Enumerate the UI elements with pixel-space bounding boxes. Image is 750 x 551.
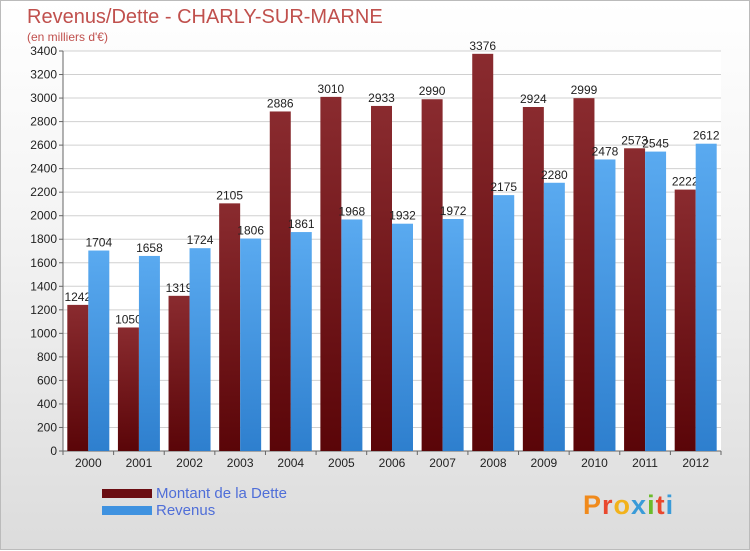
x-tick-label: 2010 (581, 456, 608, 470)
data-label-dette: 2924 (520, 92, 547, 106)
data-label-revenus: 2478 (592, 144, 619, 158)
data-label-revenus: 2175 (490, 180, 517, 194)
bar-revenus (442, 219, 464, 451)
logo-letter: P (583, 490, 603, 520)
bar-dette (472, 53, 494, 452)
legend-swatch-revenus (102, 506, 152, 515)
bar-dette (371, 105, 392, 452)
x-tick-label: 2002 (176, 456, 203, 470)
data-label-dette: 2573 (621, 133, 648, 147)
bar-revenus (543, 182, 565, 451)
y-tick-label: 3000 (30, 91, 57, 105)
data-label-dette: 2933 (368, 91, 395, 105)
bar-dette (219, 203, 241, 451)
y-tick-label: 1600 (30, 256, 57, 270)
data-label-revenus: 1932 (389, 209, 416, 223)
y-tick-label: 1400 (30, 279, 57, 293)
x-tick-label: 2012 (682, 456, 709, 470)
data-label-revenus: 1806 (237, 224, 264, 238)
data-label-revenus: 2612 (693, 129, 720, 143)
x-tick-label: 2006 (379, 456, 406, 470)
logo-letter: o (613, 490, 632, 520)
data-label-dette: 1319 (166, 281, 193, 295)
data-label-revenus: 1724 (187, 233, 214, 247)
data-label-dette: 2105 (216, 188, 243, 202)
x-tick-label: 2011 (632, 456, 658, 470)
data-label-dette: 2990 (419, 84, 446, 98)
data-label-revenus: 2545 (642, 137, 669, 151)
data-label-dette: 1050 (115, 312, 142, 326)
x-tick-label: 2005 (328, 456, 355, 470)
y-tick-label: 600 (37, 373, 57, 387)
proxiti-logo: Proxiti (583, 490, 674, 521)
data-label-dette: 2886 (267, 96, 294, 110)
legend-label-dette: Montant de la Dette (156, 485, 287, 502)
bar-dette (117, 327, 139, 451)
bar-dette (269, 111, 291, 452)
y-tick-label: 2400 (30, 162, 57, 176)
y-tick-label: 1800 (30, 232, 57, 246)
data-label-dette: 1242 (64, 290, 91, 304)
data-label-revenus: 1658 (136, 241, 163, 255)
data-label-revenus: 1704 (85, 236, 112, 250)
bar-dette (67, 304, 89, 451)
y-tick-label: 3200 (30, 68, 57, 82)
legend-label-revenus: Revenus (156, 502, 216, 519)
x-tick-label: 2008 (480, 456, 507, 470)
bar-dette (421, 99, 443, 451)
bar-revenus (88, 250, 110, 451)
x-tick-label: 2001 (126, 456, 153, 470)
y-tick-label: 1200 (30, 303, 57, 317)
y-tick-label: 200 (37, 420, 57, 434)
bar-dette (573, 98, 595, 452)
bar-revenus (189, 248, 211, 451)
bar-revenus (290, 232, 312, 451)
x-tick-label: 2009 (530, 456, 557, 470)
data-label-revenus: 1968 (339, 204, 366, 218)
logo-letter: x (631, 490, 648, 520)
bar-revenus (695, 143, 717, 452)
y-tick-label: 2000 (30, 209, 57, 223)
data-label-revenus: 2280 (541, 168, 568, 182)
chart-subtitle: (en milliers d'€) (27, 30, 108, 44)
bar-revenus (594, 159, 616, 451)
logo-letter: i (647, 490, 656, 520)
data-label-revenus: 1861 (288, 217, 315, 231)
data-label-dette: 2999 (571, 83, 598, 97)
data-label-dette: 3376 (469, 39, 496, 53)
bar-dette (522, 107, 544, 451)
y-tick-label: 2600 (30, 138, 57, 152)
x-tick-label: 2004 (277, 456, 304, 470)
y-tick-label: 3400 (30, 44, 57, 58)
x-tick-label: 2003 (227, 456, 254, 470)
y-tick-label: 2200 (30, 185, 57, 199)
y-tick-label: 2800 (30, 115, 57, 129)
bar-revenus (392, 223, 413, 451)
y-tick-label: 1000 (30, 326, 57, 340)
y-tick-label: 400 (37, 397, 57, 411)
bar-dette (674, 189, 696, 451)
y-tick-label: 800 (37, 350, 57, 364)
x-tick-label: 2000 (75, 456, 102, 470)
x-tick-label: 2007 (429, 456, 456, 470)
bar-dette (168, 295, 190, 451)
y-tick-label: 0 (50, 444, 57, 458)
data-label-dette: 3010 (318, 82, 345, 96)
data-label-revenus: 1972 (440, 204, 467, 218)
data-label-dette: 2222 (672, 175, 699, 189)
bar-revenus (240, 238, 262, 451)
bar-dette (320, 96, 342, 451)
bar-revenus (138, 255, 160, 451)
bar-revenus (645, 151, 667, 451)
logo-letter: r (602, 490, 614, 520)
logo-letter: i (665, 490, 675, 520)
bar-revenus (341, 219, 363, 451)
bar-revenus (493, 195, 515, 451)
bar-dette (624, 148, 646, 451)
chart-title: Revenus/Dette - CHARLY-SUR-MARNE (27, 6, 383, 28)
legend-swatch-dette (102, 489, 152, 498)
logo-letter: t (655, 490, 666, 520)
